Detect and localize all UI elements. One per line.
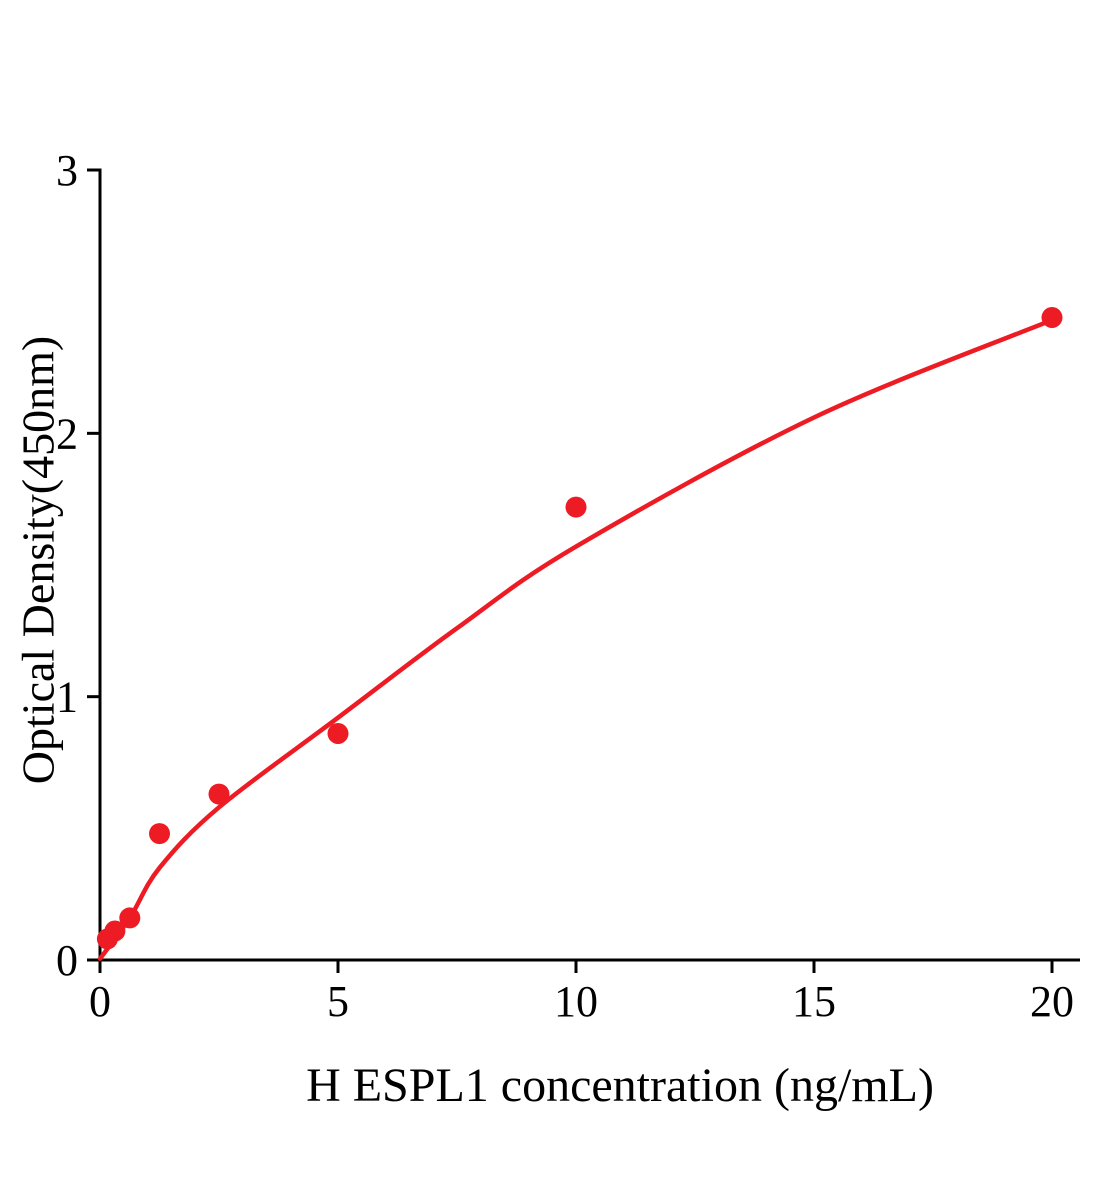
data-point [327, 723, 349, 744]
x-axis-title: H ESPL1 concentration (ng/mL) [306, 1059, 934, 1112]
x-tick-label: 0 [89, 977, 111, 1026]
y-tick-label: 1 [56, 673, 78, 722]
data-point [149, 823, 170, 845]
data-point [565, 496, 587, 518]
x-tick-label: 15 [792, 977, 836, 1026]
y-tick-label: 0 [56, 936, 78, 985]
x-tick-label: 5 [327, 977, 349, 1026]
data-point [119, 907, 141, 929]
y-tick-label: 2 [56, 409, 78, 458]
fit-curve [97, 317, 1055, 961]
y-axis-title: Optical Density(450nm) [12, 335, 64, 785]
x-tick-label: 20 [1030, 977, 1074, 1026]
data-point [104, 920, 126, 942]
y-tick-label: 3 [56, 146, 78, 195]
data-point [208, 783, 230, 805]
data-point [1041, 307, 1063, 328]
axes-spine [98, 168, 1080, 962]
x-tick-label: 10 [554, 977, 598, 1026]
